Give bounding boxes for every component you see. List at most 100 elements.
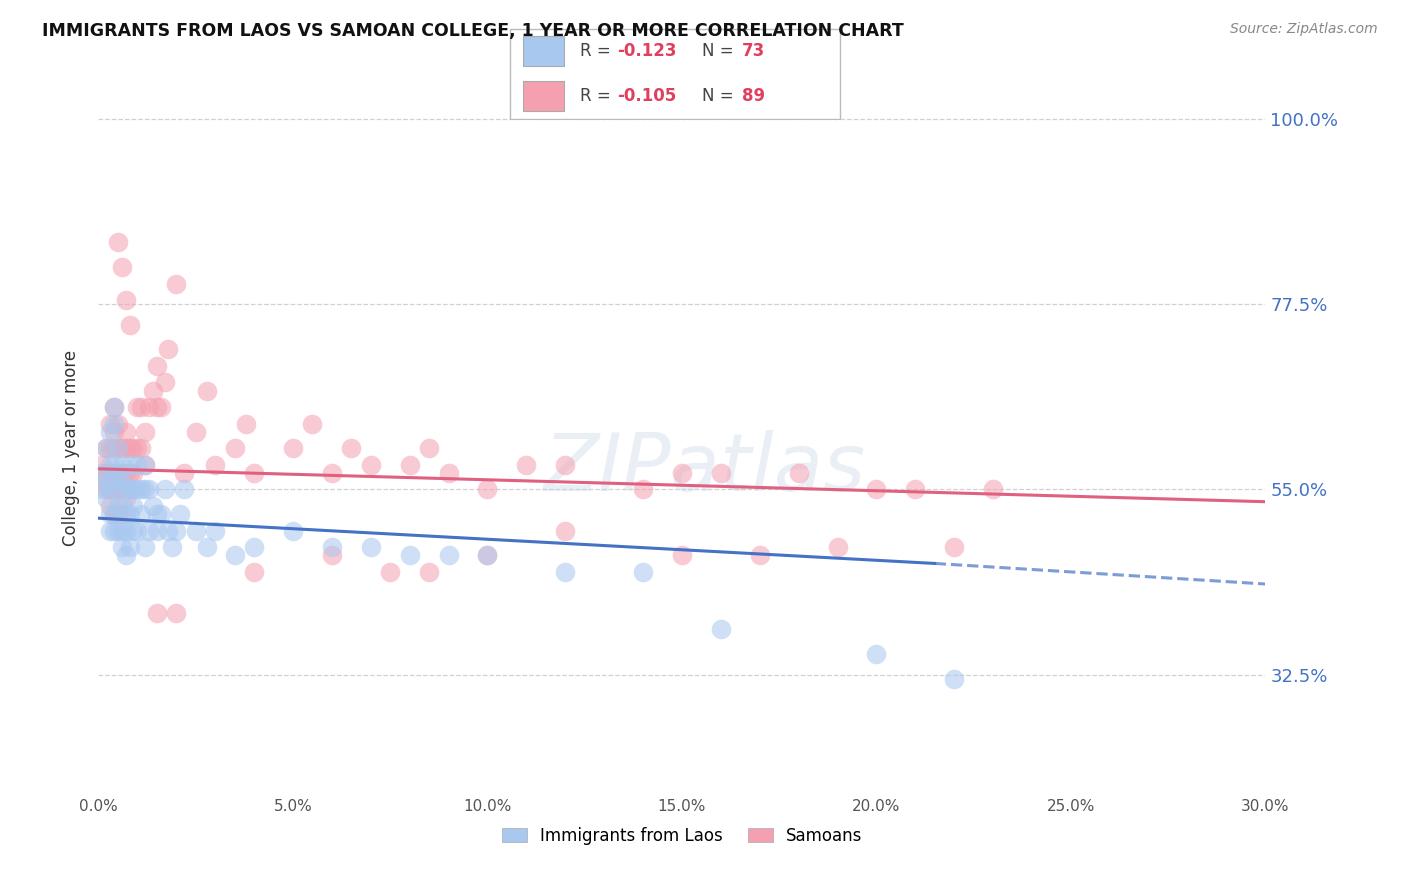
Point [243, 540, 266, 554]
Text: R =: R = [581, 42, 616, 60]
Text: ZIPatlas: ZIPatlas [544, 430, 866, 508]
Point [129, 483, 152, 497]
Point [554, 524, 576, 538]
Point [127, 483, 149, 497]
Point [195, 540, 218, 554]
Y-axis label: College, 1 year or more: College, 1 year or more [62, 351, 80, 546]
Point [98, 458, 121, 472]
FancyBboxPatch shape [523, 81, 564, 111]
Point [235, 417, 257, 431]
Point [103, 474, 125, 488]
Point [111, 442, 134, 456]
Point [134, 540, 156, 554]
Point [142, 499, 165, 513]
Point [114, 442, 136, 456]
Point [437, 548, 460, 562]
Point [96, 491, 118, 505]
Text: IMMIGRANTS FROM LAOS VS SAMOAN COLLEGE, 1 YEAR OR MORE CORRELATION CHART: IMMIGRANTS FROM LAOS VS SAMOAN COLLEGE, … [42, 22, 904, 40]
Point [122, 499, 145, 513]
Point [127, 400, 149, 414]
Point [114, 466, 136, 480]
Point [118, 318, 141, 332]
Point [103, 400, 125, 414]
Point [118, 540, 141, 554]
Point [477, 483, 499, 497]
Point [107, 483, 129, 497]
Point [142, 384, 165, 398]
Point [129, 400, 152, 414]
Point [554, 458, 576, 472]
Point [122, 483, 145, 497]
Point [138, 483, 160, 497]
Point [360, 540, 382, 554]
Point [224, 442, 246, 456]
Point [243, 466, 266, 480]
Point [129, 442, 152, 456]
Point [134, 458, 156, 472]
Text: 73: 73 [742, 42, 766, 60]
Point [111, 458, 134, 472]
Point [477, 548, 499, 562]
Point [138, 524, 160, 538]
Point [98, 442, 121, 456]
Point [981, 483, 1004, 497]
Point [107, 442, 129, 456]
Point [103, 458, 125, 472]
Point [98, 417, 121, 431]
Point [827, 540, 849, 554]
Point [943, 672, 966, 686]
Point [107, 507, 129, 521]
Text: -0.105: -0.105 [617, 87, 676, 105]
Point [204, 458, 226, 472]
Point [165, 606, 187, 620]
Point [103, 507, 125, 521]
Point [224, 548, 246, 562]
Point [96, 442, 118, 456]
Point [98, 507, 121, 521]
Point [122, 524, 145, 538]
Point [98, 425, 121, 439]
Point [360, 458, 382, 472]
Point [748, 548, 770, 562]
FancyBboxPatch shape [509, 29, 841, 119]
FancyBboxPatch shape [523, 36, 564, 66]
Legend: Immigrants from Laos, Samoans: Immigrants from Laos, Samoans [495, 820, 869, 851]
Point [114, 425, 136, 439]
Point [380, 565, 402, 579]
Point [91, 458, 114, 472]
Point [195, 384, 218, 398]
Point [149, 400, 172, 414]
Point [111, 499, 134, 513]
Text: N =: N = [702, 42, 738, 60]
Point [107, 483, 129, 497]
Point [157, 343, 180, 357]
Text: R =: R = [581, 87, 616, 105]
Point [96, 442, 118, 456]
Point [301, 417, 323, 431]
Point [111, 260, 134, 275]
Point [114, 491, 136, 505]
Point [103, 466, 125, 480]
Point [631, 483, 654, 497]
Point [165, 277, 187, 291]
Point [398, 458, 420, 472]
Point [118, 507, 141, 521]
Point [321, 540, 343, 554]
Point [340, 442, 363, 456]
Text: -0.123: -0.123 [617, 42, 678, 60]
Point [96, 466, 118, 480]
Point [904, 483, 927, 497]
Point [710, 466, 733, 480]
Text: Source: ZipAtlas.com: Source: ZipAtlas.com [1230, 22, 1378, 37]
Point [91, 483, 114, 497]
Point [418, 442, 440, 456]
Point [146, 606, 169, 620]
Point [671, 466, 693, 480]
Point [118, 483, 141, 497]
Point [91, 466, 114, 480]
Point [418, 565, 440, 579]
Point [554, 565, 576, 579]
Point [173, 466, 195, 480]
Point [127, 458, 149, 472]
Point [165, 524, 187, 538]
